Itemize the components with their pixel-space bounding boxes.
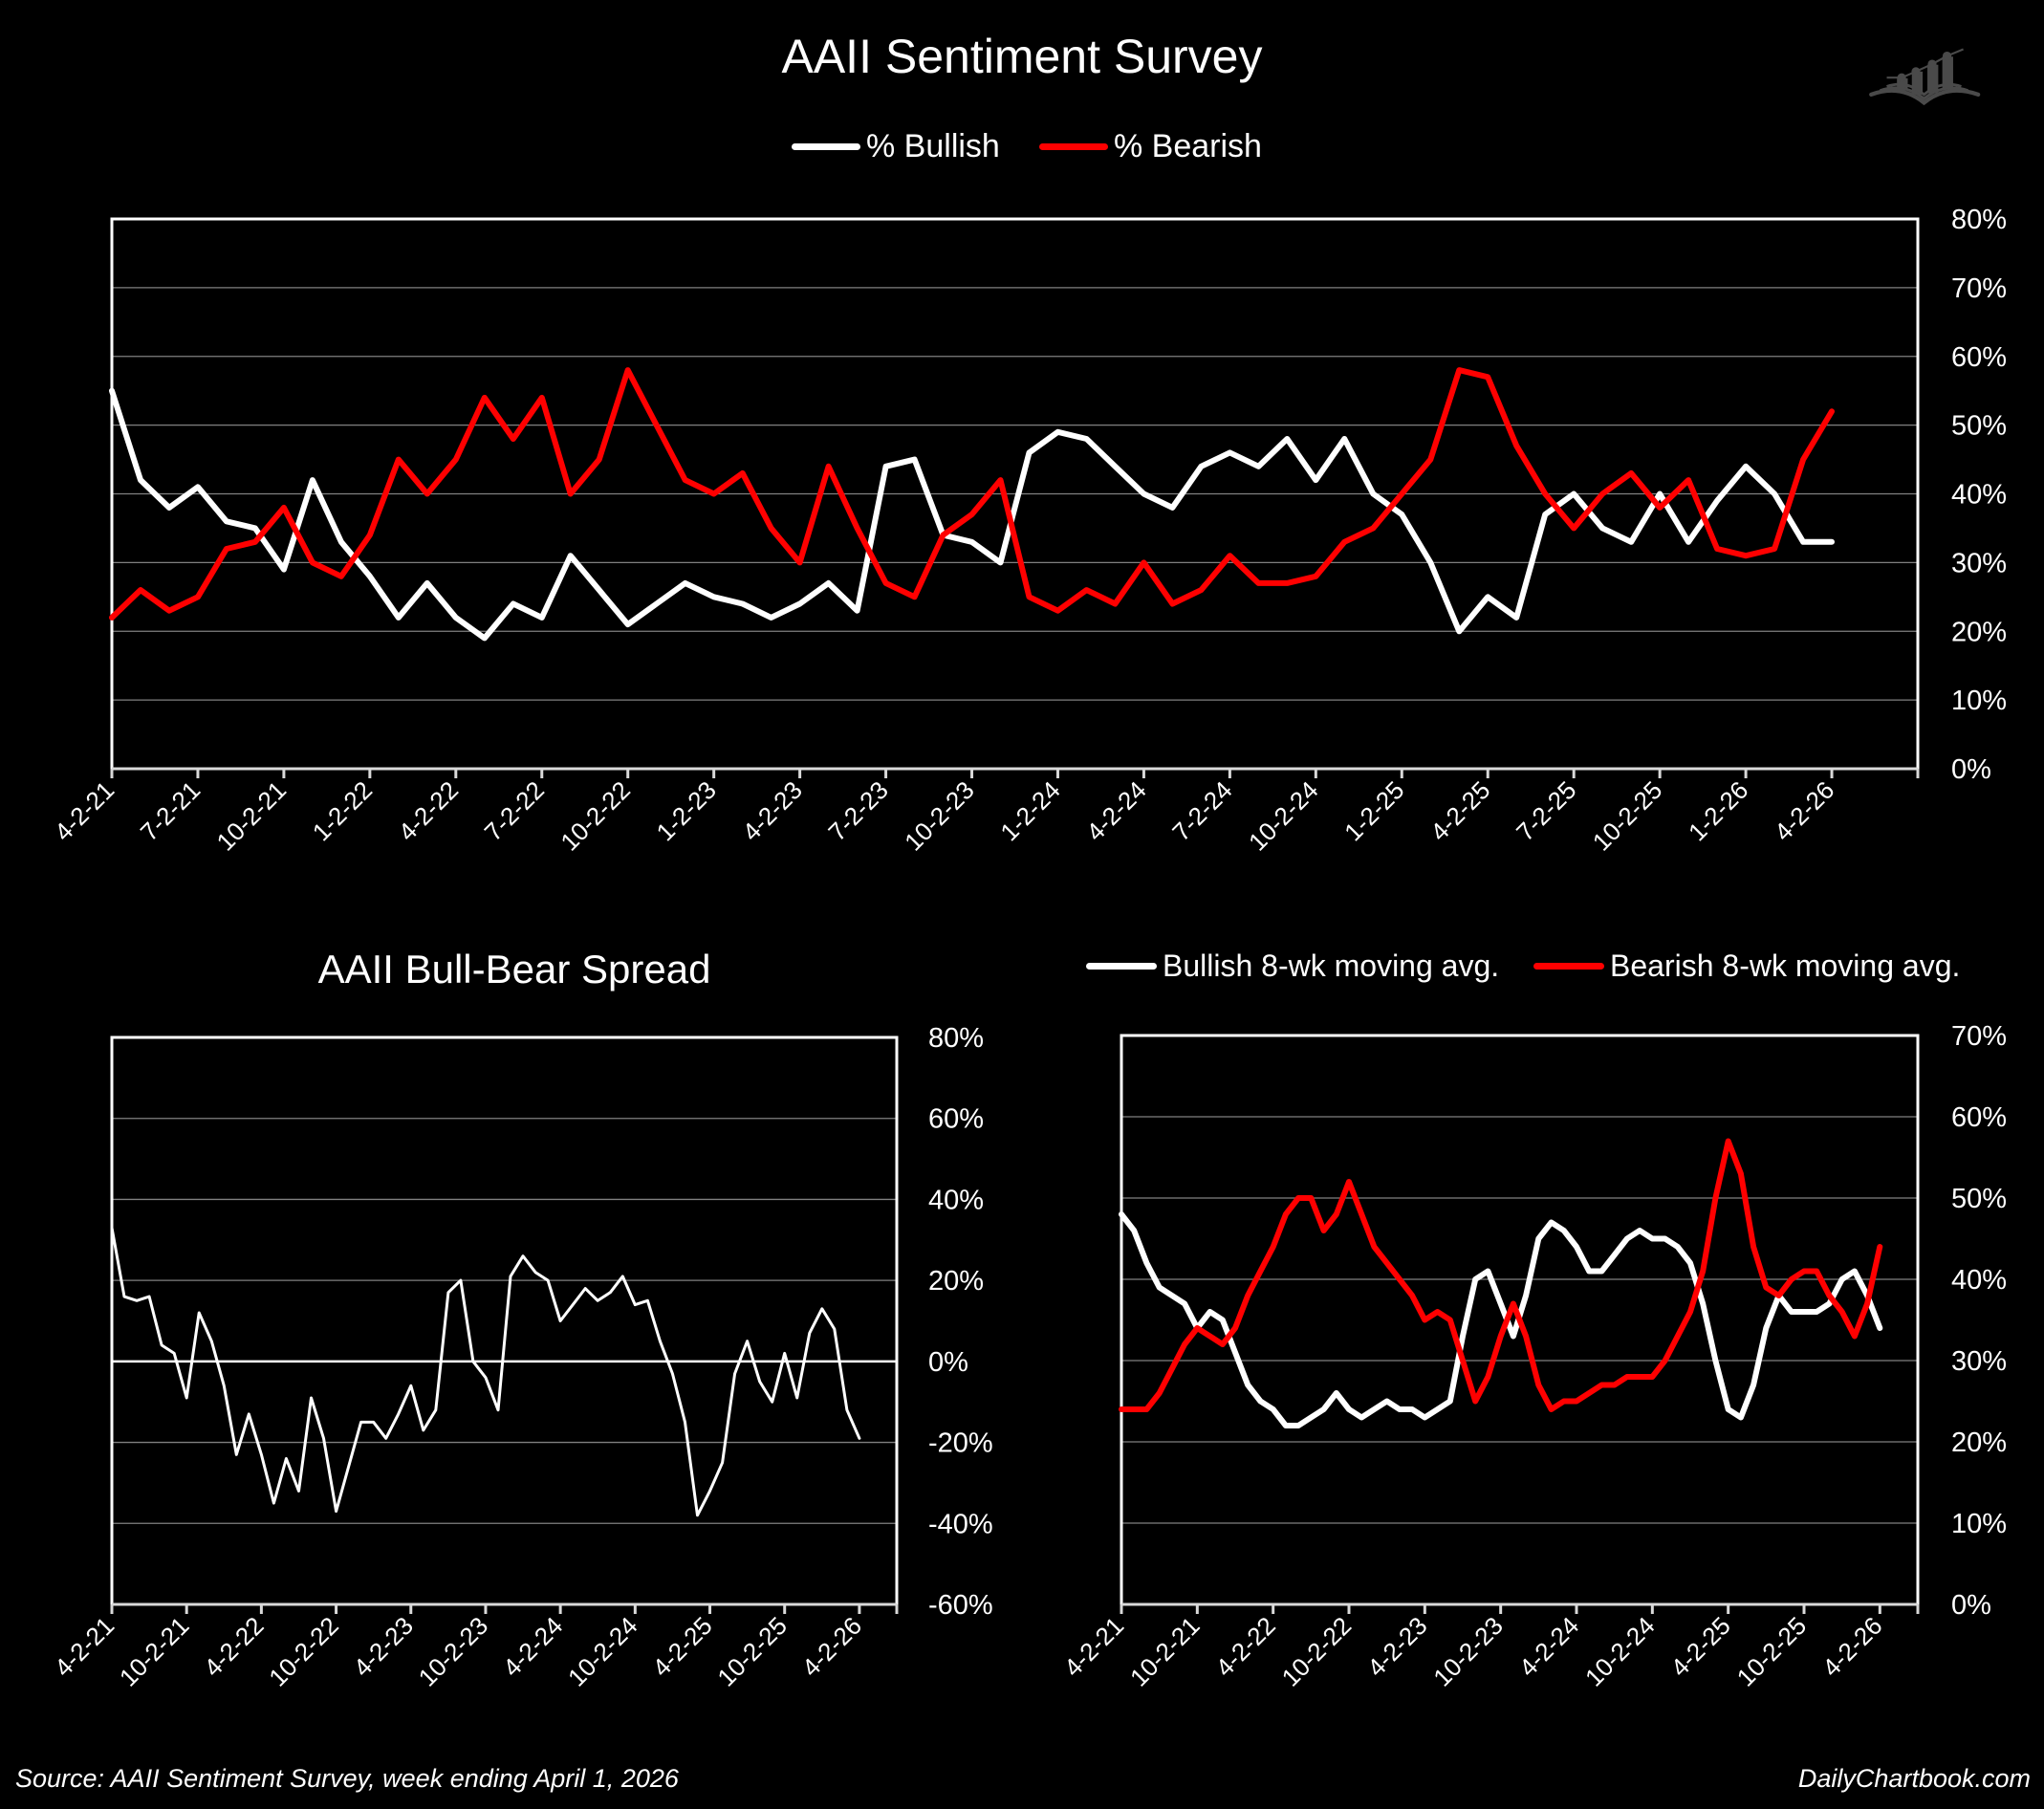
x-tick-label: 4-2-24 [1080,775,1151,846]
x-tick-label: 4-2-21 [1058,1611,1129,1682]
y-tick-label: 70% [1951,1021,2007,1052]
x-tick-label: 1-2-26 [1683,775,1753,846]
x-tick-label: 10-2-24 [562,1611,643,1692]
y-tick-label: 20% [1951,1428,2007,1458]
spread-series-line [110,1226,861,1517]
x-tick-label: 1-2-25 [1338,775,1409,846]
x-tick-label: 4-2-22 [1210,1611,1281,1682]
x-tick-label: 4-2-23 [737,775,808,846]
x-tick-label: 4-2-26 [796,1611,867,1682]
legend-bearish-ma: Bearish 8-wk moving avg. [1533,948,1960,984]
y-tick-label: 50% [1951,1184,2007,1214]
y-tick-label: -60% [928,1590,993,1621]
y-tick-label: 40% [1951,1265,2007,1296]
x-tick-label: 4-2-24 [497,1611,568,1682]
legend-label-bearish-ma: Bearish 8-wk moving avg. [1610,948,1961,983]
spread-chart-title: AAII Bull-Bear Spread [317,947,711,992]
bullish-8-wk-moving-avg-series-line [1119,1211,1883,1428]
y-tick-label: 50% [1951,411,2007,442]
legend-bullish-ma: Bullish 8-wk moving avg. [1086,948,1499,984]
x-tick-label: 4-2-21 [49,775,120,846]
brand-credit: DailyChartbook.com [1797,1764,2031,1793]
y-tick-label: 0% [1951,754,1991,785]
plot-frame [1120,1034,1920,1604]
x-tick-label: 10-2-24 [1579,1611,1661,1692]
source-note: Source: AAII Sentiment Survey, week endi… [15,1764,679,1793]
legend-swatch-bullish-ma [1086,963,1157,970]
legend-swatch-bullish [792,143,860,150]
x-tick-label: 10-2-25 [1731,1611,1813,1692]
bearish-8-wk-moving-avg-series-line [1119,1138,1883,1412]
legend-swatch-bearish-ma [1533,963,1604,970]
x-tick-label: 10-2-22 [554,775,636,857]
x-tick-label: 4-2-25 [1665,1611,1736,1682]
legend-swatch-bearish [1039,143,1108,150]
x-tick-label: 10-2-25 [711,1611,793,1692]
x-tick-label: 4-2-26 [1816,1611,1887,1682]
x-tick-label: 7-2-21 [135,775,206,846]
x-tick-label: 10-2-24 [1243,775,1324,857]
y-tick-label: 30% [1951,548,2007,578]
plot-frame [110,217,1920,769]
x-tick-label: 10-2-23 [413,1611,494,1692]
y-tick-label: -20% [928,1428,993,1459]
x-tick-label: 4-2-23 [348,1611,419,1682]
x-tick-label: 7-2-24 [1166,775,1237,846]
x-tick-label: 10-2-22 [1276,1611,1358,1692]
book-with-rising-bar-chart-icon [1869,48,1981,106]
x-tick-label: 10-2-21 [114,1611,195,1692]
y-tick-label: 60% [928,1104,984,1135]
x-tick-label: 4-2-24 [1513,1611,1584,1682]
y-tick-label: 10% [1951,1509,2007,1539]
chart-title: AAII Sentiment Survey [781,30,1263,83]
x-tick-label: 4-2-23 [1361,1611,1432,1682]
y-tick-label: 0% [928,1347,968,1378]
x-tick-label: 7-2-22 [479,775,550,846]
y-tick-label: -40% [928,1509,993,1539]
sentiment-chart: 0%10%20%30%40%50%60%70%80%4-2-21 7-2-21 10… [49,205,2007,857]
y-tick-label: 30% [1951,1346,2007,1377]
y-tick-label: 80% [928,1023,984,1054]
y-tick-label: 40% [928,1185,984,1215]
y-tick-label: 60% [1951,342,2007,373]
x-tick-label: 4-2-22 [198,1611,269,1682]
x-tick-label: 4-2-26 [1769,775,1839,846]
x-tick-label: 10-2-23 [1427,1611,1509,1692]
y-tick-label: 70% [1951,273,2007,304]
y-tick-label: 20% [1951,617,2007,647]
legend-bearish: % Bearish [1039,128,1262,165]
x-tick-label: 1-2-24 [994,775,1065,846]
x-tick-label: 4-2-25 [646,1611,717,1682]
bullish-series-line [109,387,1835,642]
legend-label-bullish: % Bullish [866,128,1000,164]
bearish-series-line [109,367,1835,621]
y-tick-label: 40% [1951,480,2007,511]
y-tick-label: 80% [1951,205,2007,235]
x-tick-label: 4-2-22 [393,775,464,846]
plot-frame [110,1035,899,1604]
y-tick-label: 60% [1951,1102,2007,1133]
x-tick-label: 10-2-23 [899,775,980,857]
x-tick-label: 4-2-21 [49,1611,120,1682]
x-tick-label: 1-2-23 [651,775,722,846]
x-tick-label: 4-2-25 [1424,775,1495,846]
x-tick-label: 10-2-21 [1124,1611,1206,1692]
y-tick-label: 10% [1951,686,2007,716]
legend-label-bearish: % Bearish [1114,128,1262,164]
y-tick-label: 0% [1951,1590,1991,1621]
x-tick-label: 7-2-25 [1511,775,1581,846]
x-tick-label: 10-2-25 [1587,775,1668,857]
y-tick-label: 20% [928,1266,984,1297]
x-tick-label: 10-2-22 [263,1611,344,1692]
x-tick-label: 7-2-23 [822,775,893,846]
legend-label-bullish-ma: Bullish 8-wk moving avg. [1163,948,1500,983]
x-tick-label: 1-2-22 [307,775,378,846]
legend-bullish: % Bullish [792,128,1000,165]
x-tick-label: 10-2-21 [211,775,293,857]
